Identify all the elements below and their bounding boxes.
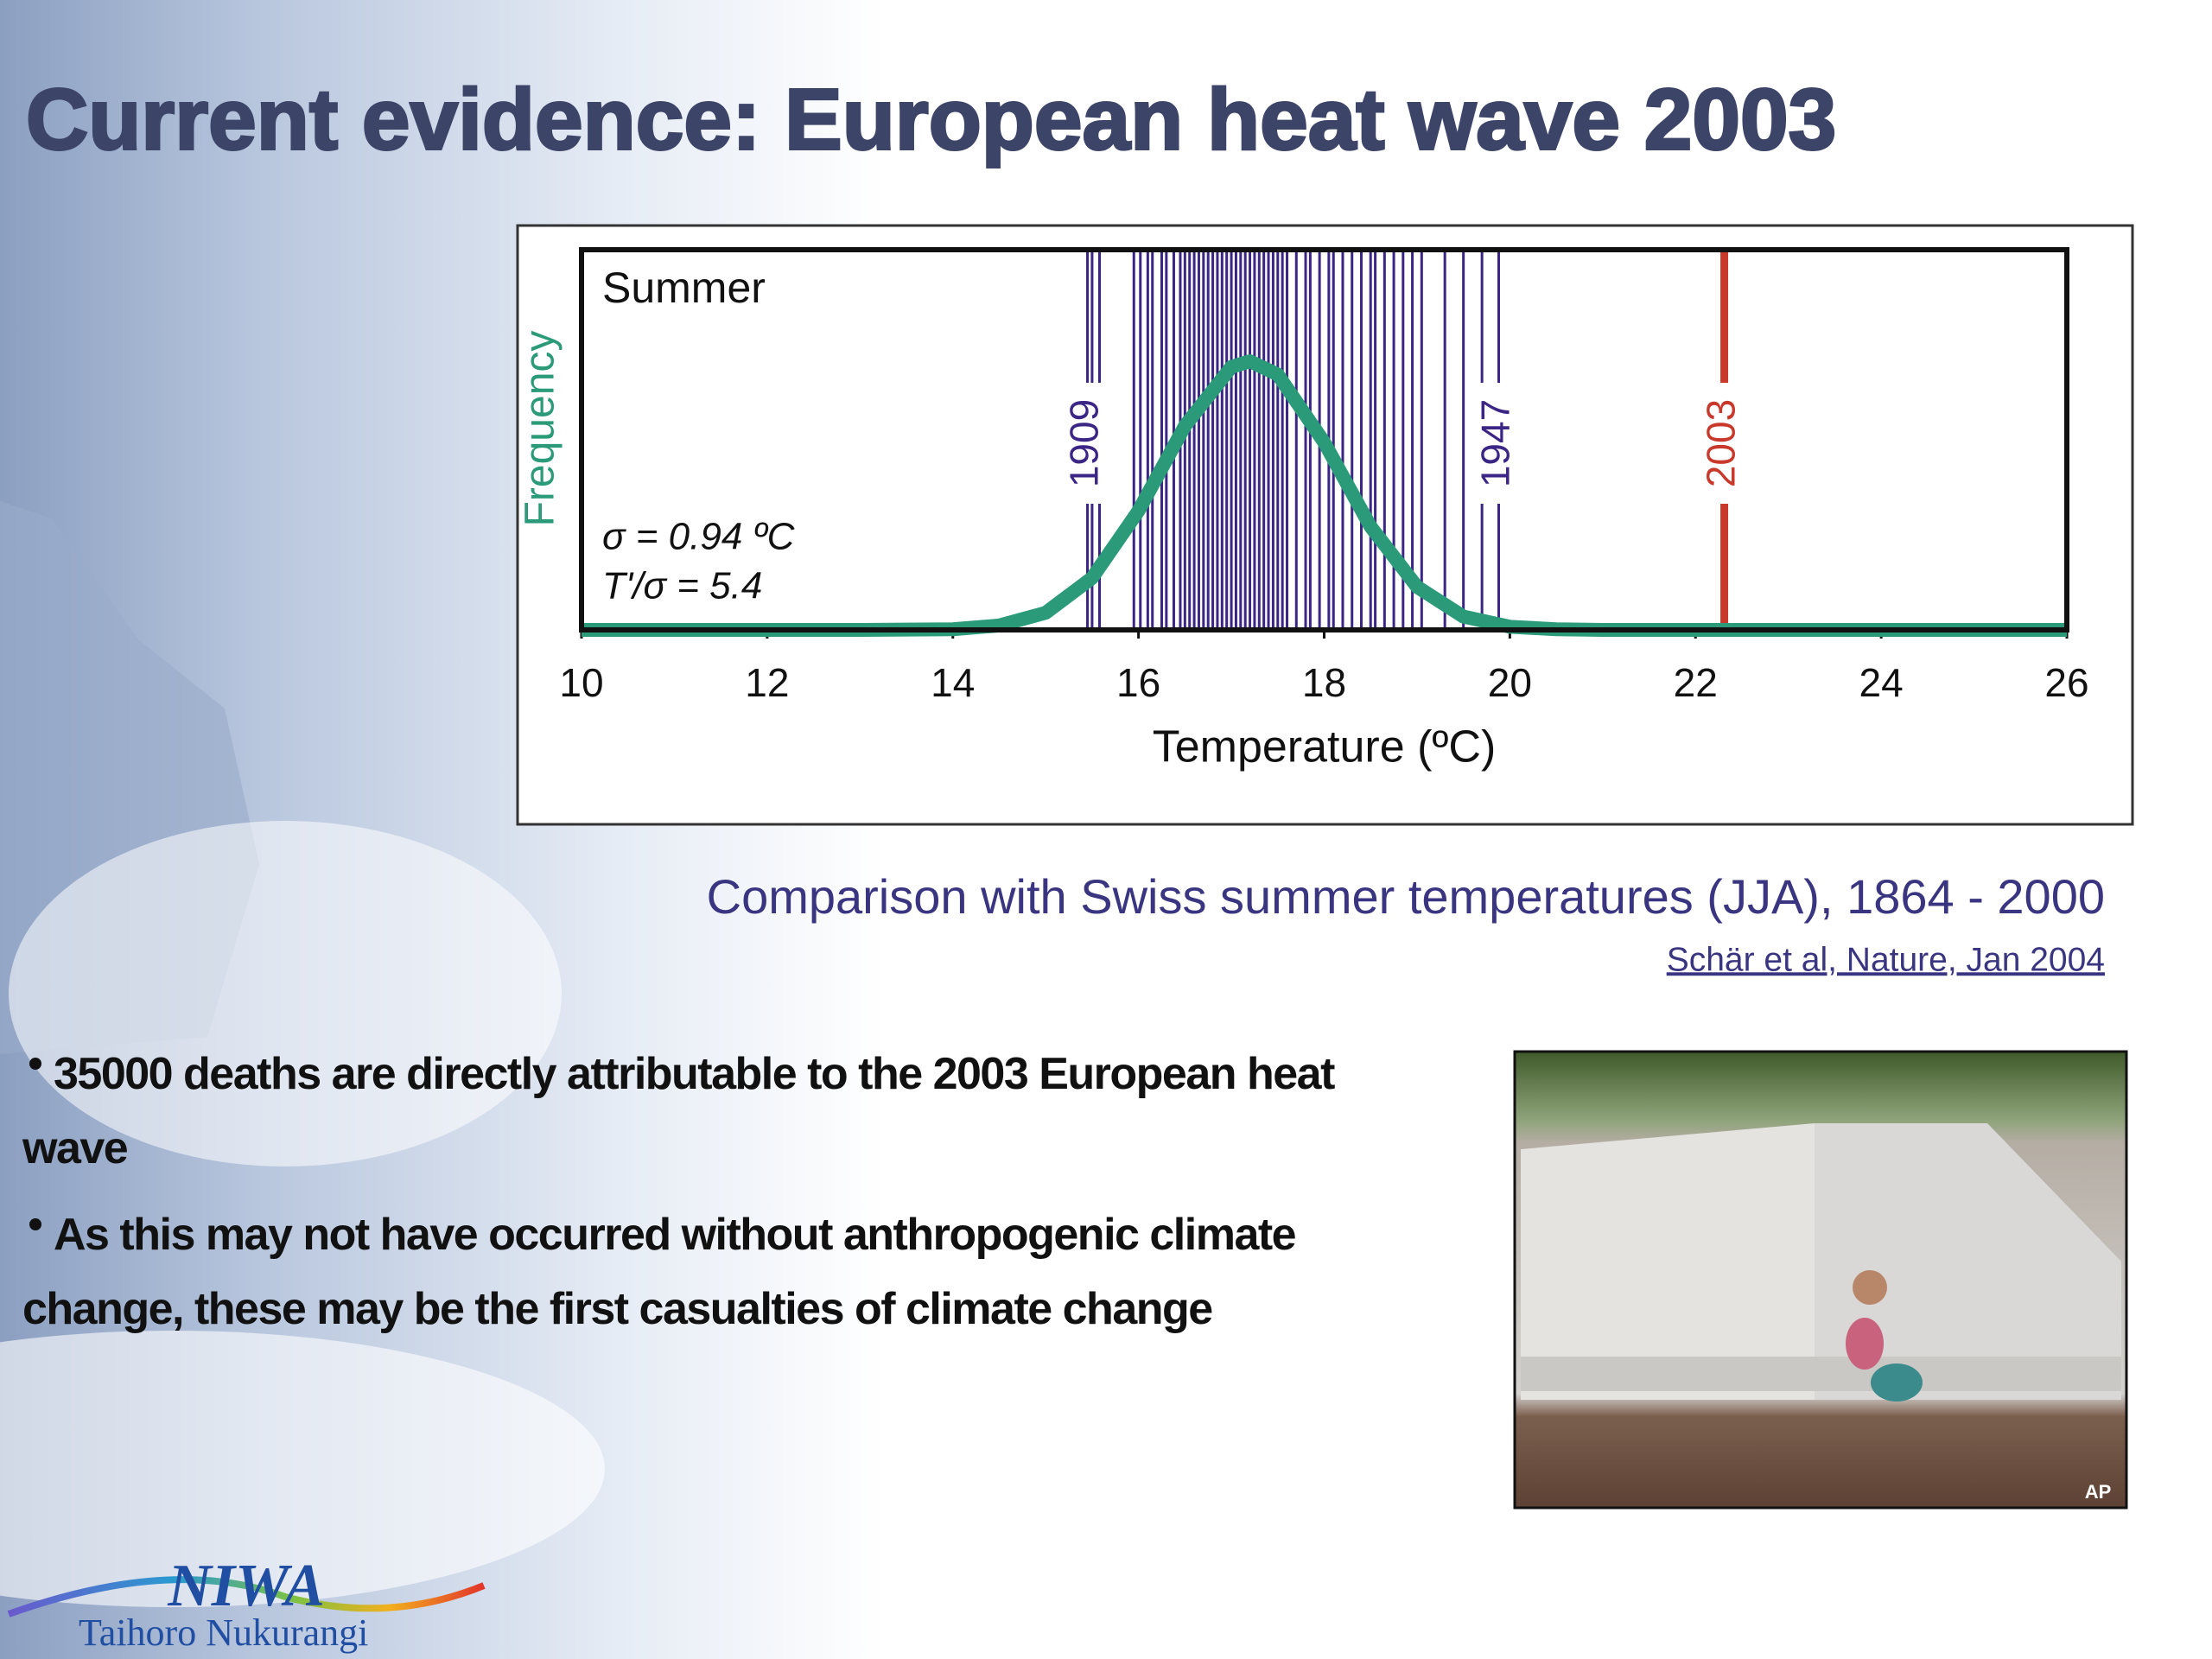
paving	[1521, 1123, 1815, 1400]
label-bg	[1068, 383, 1107, 504]
ledge	[1521, 1357, 2121, 1391]
x-tick-label: 24	[1859, 660, 1904, 705]
x-tick-label: 20	[1488, 660, 1532, 705]
photo-credit: AP	[2085, 1481, 2112, 1503]
x-tick-label: 14	[931, 660, 975, 705]
annotation: T'/σ = 5.4	[602, 565, 762, 607]
x-tick-label: 10	[559, 660, 603, 705]
bullet-dot	[29, 1218, 41, 1230]
year-label: 1947	[1473, 399, 1518, 487]
x-tick-label: 22	[1674, 660, 1718, 705]
label-bg	[1479, 383, 1518, 504]
plot-frame	[579, 247, 2069, 632]
logo-swoosh	[7, 1576, 486, 1618]
label-bg	[1705, 383, 1744, 504]
paving	[1815, 1123, 2121, 1400]
year-label: 2003	[1699, 399, 1744, 487]
photo: AP	[1513, 1050, 2128, 1510]
logo-subtitle: Taihoro Nukurangi	[79, 1611, 368, 1654]
x-tick-label: 12	[745, 660, 789, 705]
cloud	[9, 821, 562, 1166]
bullet-list: 35000 deaths are directly attributable t…	[22, 1037, 1405, 1346]
bullet: As this may not have occurred without an…	[22, 1198, 1405, 1346]
x-tick-label: 16	[1116, 660, 1160, 705]
bullet-dot	[29, 1058, 41, 1070]
x-tick-label: 18	[1302, 660, 1346, 705]
x-axis-label: Temperature (ºC)	[1153, 722, 1497, 772]
y-axis-label: Frequency	[518, 331, 563, 527]
cloud	[0, 1331, 605, 1607]
bullet-text: As this may not have occurred without an…	[22, 1210, 1297, 1334]
bullet-text: 35000 deaths are directly attributable t…	[22, 1049, 1335, 1173]
watering-can	[1871, 1363, 1923, 1402]
slide-title: Current evidence: European heat wave 200…	[26, 71, 1836, 168]
figure	[1853, 1270, 1887, 1305]
source: Schär et al, Nature, Jan 2004	[1667, 941, 2105, 978]
bullet: 35000 deaths are directly attributable t…	[22, 1037, 1405, 1185]
logo-name: NIWA	[167, 1553, 325, 1619]
annotation: σ = 0.94 ºC	[602, 516, 796, 558]
chart-box	[516, 224, 2134, 826]
annotation: Summer	[602, 264, 766, 312]
year-label: 1909	[1062, 399, 1107, 487]
x-tick-label: 26	[2044, 660, 2088, 705]
figure	[1846, 1318, 1884, 1370]
caption: Comparison with Swiss summer temperature…	[707, 869, 2105, 924]
